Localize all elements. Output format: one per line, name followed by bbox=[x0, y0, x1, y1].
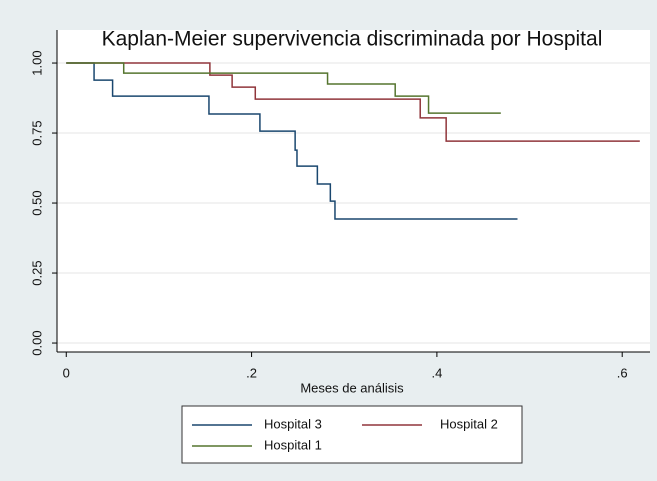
legend-label: Hospital 3 bbox=[264, 416, 322, 431]
y-tick-label: 1.00 bbox=[29, 50, 44, 75]
y-tick-label: 0.00 bbox=[29, 330, 44, 355]
x-tick-label: 0 bbox=[63, 365, 70, 380]
y-tick-label: 0.50 bbox=[29, 190, 44, 215]
x-axis-label: Meses de análisis bbox=[300, 380, 404, 395]
chart-title: Kaplan-Meier supervivencia discriminada … bbox=[102, 28, 603, 51]
x-tick-label: .4 bbox=[431, 365, 442, 380]
x-tick-label: .6 bbox=[617, 365, 628, 380]
km-curve bbox=[66, 62, 518, 220]
km-curve bbox=[66, 62, 501, 114]
legend-label: Hospital 1 bbox=[264, 437, 322, 452]
y-tick-label: 0.25 bbox=[29, 260, 44, 285]
legend bbox=[181, 405, 523, 464]
y-tick-label: 0.75 bbox=[29, 120, 44, 145]
plot-area bbox=[57, 30, 650, 352]
legend-label: Hospital 2 bbox=[440, 416, 498, 431]
x-tick-label: .2 bbox=[246, 365, 257, 380]
